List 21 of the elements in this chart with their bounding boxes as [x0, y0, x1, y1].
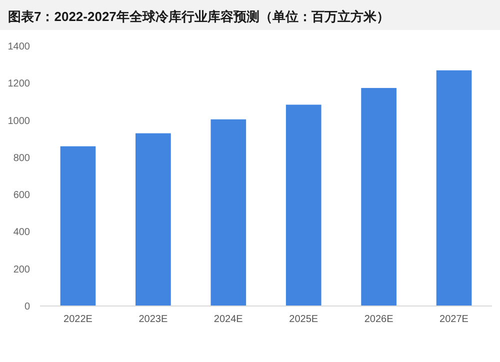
y-tick-label: 1400 [8, 42, 30, 52]
y-tick-label: 0 [24, 302, 30, 312]
bar [361, 88, 396, 306]
bar [136, 133, 171, 306]
x-tick-label: 2023E [138, 314, 168, 325]
bar [436, 70, 472, 306]
x-tick-label: 2022E [64, 314, 93, 325]
y-tick-label: 600 [13, 190, 30, 202]
bar [286, 104, 322, 306]
y-tick-label: 400 [13, 227, 30, 238]
x-tick-label: 2024E [214, 314, 244, 325]
y-tick-label: 800 [13, 152, 30, 164]
bar [210, 119, 246, 306]
bar [60, 146, 96, 306]
x-tick-label: 2026E [364, 314, 394, 325]
y-tick-label: 1200 [8, 78, 30, 90]
x-tick-label: 2027E [440, 314, 469, 325]
chart-title: 图表7：2022-2027年全球冷库行业库容预测（单位：百万立方米） [8, 9, 390, 24]
y-tick-label: 200 [13, 264, 30, 276]
x-tick-label: 2025E [289, 314, 318, 325]
y-tick-label: 1000 [8, 116, 30, 127]
